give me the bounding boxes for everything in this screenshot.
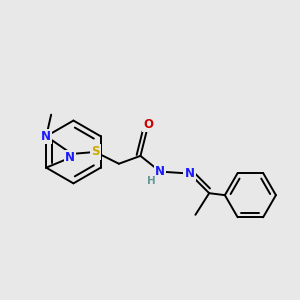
- Text: N: N: [155, 165, 165, 178]
- Text: N: N: [65, 152, 75, 164]
- Text: H: H: [147, 176, 156, 186]
- Text: O: O: [143, 118, 153, 131]
- Text: N: N: [184, 167, 194, 180]
- Text: S: S: [91, 146, 100, 158]
- Text: N: N: [41, 130, 51, 143]
